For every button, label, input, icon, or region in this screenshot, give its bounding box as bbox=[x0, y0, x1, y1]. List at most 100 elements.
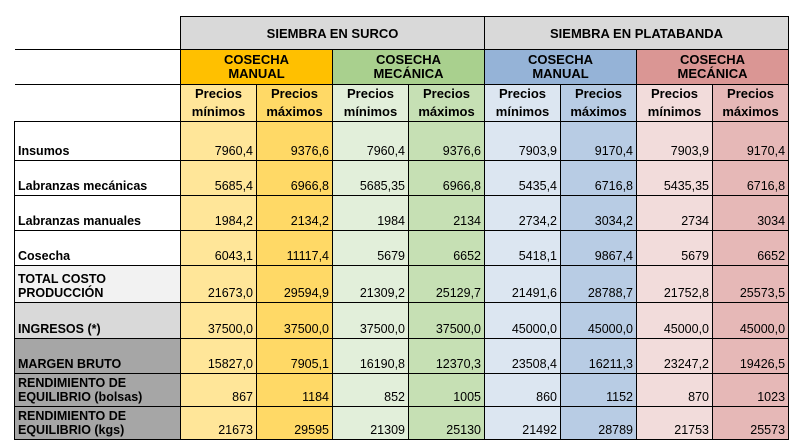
group-siembra-surco: SIEMBRA EN SURCO bbox=[179, 16, 486, 50]
value-cell: 1152 bbox=[560, 373, 638, 407]
table-row: RENDIMIENTO DE EQUILIBRIO (kgs) 21673 2959… bbox=[14, 406, 790, 440]
value-cell: 25129,7 bbox=[407, 265, 486, 303]
value-cell: 7903,9 bbox=[484, 121, 562, 161]
row-label: Labranzas mecánicas bbox=[14, 160, 181, 196]
subgroup-surco-mecanica: COSECHA MECÁNICA bbox=[331, 49, 486, 85]
value-cell: 29594,9 bbox=[256, 265, 333, 303]
price-min-header: Precios mínimos bbox=[180, 84, 257, 122]
group-siembra-platabanda: SIEMBRA EN PLATABANDA bbox=[484, 16, 790, 50]
value-cell: 5679 bbox=[332, 230, 409, 266]
value-cell: 11117,4 bbox=[256, 230, 333, 266]
subgroup-label: COSECHA MANUAL bbox=[528, 52, 594, 81]
price-word: Precios bbox=[271, 86, 318, 101]
value-cell: 45000,0 bbox=[560, 302, 638, 339]
value-cell: 37500,0 bbox=[180, 302, 257, 339]
subgroup-label: COSECHA MECÁNICA bbox=[677, 52, 748, 81]
price-min-header: Precios mínimos bbox=[484, 84, 562, 122]
corner-cell bbox=[14, 49, 181, 85]
table-row: INGRESOS (*) 37500,0 37500,0 37500,0 37500,0… bbox=[14, 302, 790, 339]
subgroup-header-row: COSECHA MANUAL COSECHA MECÁNICA COSECHA … bbox=[14, 49, 790, 85]
value-cell: 45000,0 bbox=[712, 302, 790, 339]
max-word: máximos bbox=[418, 104, 475, 119]
table-row: MARGEN BRUTO 15827,0 7905,1 16190,8 12370,3 2… bbox=[14, 338, 790, 374]
value-cell: 5418,1 bbox=[484, 230, 562, 266]
table-body: SIEMBRA EN SURCO SIEMBRA EN PLATABANDA C… bbox=[14, 16, 790, 440]
price-header-row: Precios mínimos Precios máximos Precios mínim… bbox=[14, 84, 790, 122]
price-max-header: Precios máximos bbox=[560, 84, 638, 122]
value-cell: 21673 bbox=[180, 406, 257, 440]
row-label: Cosecha bbox=[14, 230, 181, 266]
value-cell: 15827,0 bbox=[180, 338, 257, 374]
value-cell: 21752,8 bbox=[636, 265, 714, 303]
min-word: mínimos bbox=[343, 104, 398, 119]
row-label: INGRESOS (*) bbox=[14, 302, 181, 339]
subgroup-plata-manual: COSECHA MANUAL bbox=[484, 49, 638, 85]
price-word: Precios bbox=[499, 86, 546, 101]
value-cell: 21753 bbox=[636, 406, 714, 440]
table-row: Insumos 7960,4 9376,6 7960,4 9376,6 7903,9 917… bbox=[14, 121, 790, 161]
value-cell: 6652 bbox=[407, 230, 486, 266]
value-cell: 867 bbox=[180, 373, 257, 407]
value-cell: 3034,2 bbox=[560, 195, 638, 231]
value-cell: 25573,5 bbox=[712, 265, 790, 303]
price-word: Precios bbox=[423, 86, 470, 101]
row-label: MARGEN BRUTO bbox=[14, 338, 181, 374]
value-cell: 1984 bbox=[332, 195, 409, 231]
value-cell: 9376,6 bbox=[256, 121, 333, 161]
value-cell: 29595 bbox=[256, 406, 333, 440]
value-cell: 2734 bbox=[636, 195, 714, 231]
value-cell: 37500,0 bbox=[256, 302, 333, 339]
value-cell: 5679 bbox=[636, 230, 714, 266]
value-cell: 870 bbox=[636, 373, 714, 407]
value-cell: 21309,2 bbox=[332, 265, 409, 303]
value-cell: 7905,1 bbox=[256, 338, 333, 374]
value-cell: 5685,35 bbox=[332, 160, 409, 196]
value-cell: 19426,5 bbox=[712, 338, 790, 374]
value-cell: 16211,3 bbox=[560, 338, 638, 374]
table-row: Labranzas manuales 1984,2 2134,2 1984 2134 27… bbox=[14, 195, 790, 231]
value-cell: 2734,2 bbox=[484, 195, 562, 231]
table-row: Cosecha 6043,1 11117,4 5679 6652 5418,1 9867,4… bbox=[14, 230, 790, 266]
value-cell: 9376,6 bbox=[407, 121, 486, 161]
value-cell: 21309 bbox=[332, 406, 409, 440]
value-cell: 1984,2 bbox=[180, 195, 257, 231]
price-word: Precios bbox=[727, 86, 775, 101]
value-cell: 852 bbox=[332, 373, 409, 407]
value-cell: 21491,6 bbox=[484, 265, 562, 303]
value-cell: 12370,3 bbox=[407, 338, 486, 374]
min-word: mínimos bbox=[647, 104, 702, 119]
value-cell: 25573 bbox=[712, 406, 790, 440]
value-cell: 21492 bbox=[484, 406, 562, 440]
value-cell: 6716,8 bbox=[712, 160, 790, 196]
value-cell: 7960,4 bbox=[332, 121, 409, 161]
value-cell: 16190,8 bbox=[332, 338, 409, 374]
value-cell: 5435,4 bbox=[484, 160, 562, 196]
table-row: TOTAL COSTO PRODUCCIÓN 21673,0 29594,9 2130… bbox=[14, 265, 790, 303]
value-cell: 860 bbox=[484, 373, 562, 407]
max-word: máximos bbox=[266, 104, 323, 119]
corner-cell bbox=[14, 16, 181, 50]
group-header-row: SIEMBRA EN SURCO SIEMBRA EN PLATABANDA bbox=[14, 16, 790, 50]
value-cell: 37500,0 bbox=[332, 302, 409, 339]
row-label: RENDIMIENTO DE EQUILIBRIO (bolsas) bbox=[14, 373, 181, 407]
price-max-header: Precios máximos bbox=[407, 84, 486, 122]
value-cell: 9170,4 bbox=[712, 121, 790, 161]
cost-table: SIEMBRA EN SURCO SIEMBRA EN PLATABANDA C… bbox=[14, 16, 790, 440]
price-word: Precios bbox=[575, 86, 622, 101]
value-cell: 37500,0 bbox=[407, 302, 486, 339]
value-cell: 7960,4 bbox=[180, 121, 257, 161]
subgroup-label: COSECHA MECÁNICA bbox=[373, 52, 444, 81]
price-word: Precios bbox=[651, 86, 698, 101]
value-cell: 23508,4 bbox=[484, 338, 562, 374]
value-cell: 6966,8 bbox=[256, 160, 333, 196]
table-row: RENDIMIENTO DE EQUILIBRIO (bolsas) 867 118… bbox=[14, 373, 790, 407]
corner-cell bbox=[14, 84, 181, 122]
value-cell: 45000,0 bbox=[636, 302, 714, 339]
price-word: Precios bbox=[347, 86, 394, 101]
min-word: mínimos bbox=[191, 104, 246, 119]
row-label: Labranzas manuales bbox=[14, 195, 181, 231]
row-label: Insumos bbox=[14, 121, 181, 161]
value-cell: 9867,4 bbox=[560, 230, 638, 266]
subgroup-label: COSECHA MANUAL bbox=[223, 52, 289, 81]
price-min-header: Precios mínimos bbox=[332, 84, 409, 122]
